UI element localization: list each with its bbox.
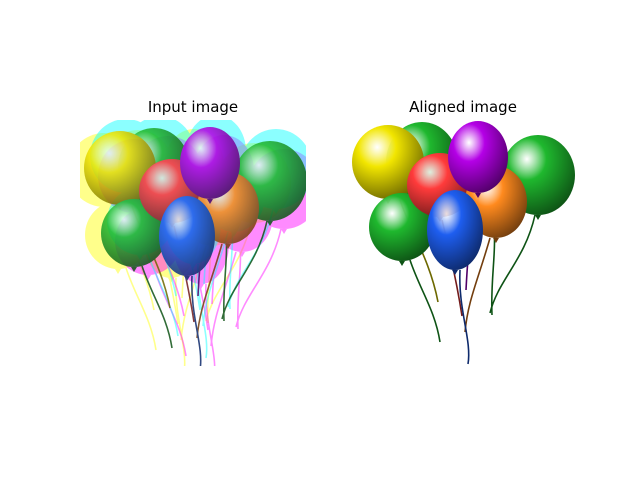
balloon-knot (399, 261, 405, 266)
balloon-purple (180, 127, 240, 199)
balloon-string (210, 251, 237, 347)
balloon-string (197, 263, 208, 359)
balloon-string (196, 243, 223, 339)
balloon-string (147, 253, 179, 337)
balloon-string (205, 222, 252, 322)
balloon-knot (267, 221, 273, 226)
balloon-string (464, 237, 491, 333)
balloon-knot (535, 215, 541, 220)
balloon-yellow (352, 125, 424, 199)
balloon-string (221, 220, 268, 320)
balloon-string (202, 231, 229, 327)
balloon-knot (225, 244, 231, 249)
balloon-knot (115, 269, 121, 274)
balloon-knot (281, 229, 287, 234)
balloon-string (489, 214, 536, 314)
balloon-purple (448, 121, 508, 193)
balloon-string (191, 275, 202, 366)
balloon-string (409, 259, 441, 343)
balloon-string (459, 269, 470, 365)
balloon-knot (475, 193, 481, 198)
balloon-knot (131, 267, 137, 272)
panel-title-input: Input image (147, 98, 239, 116)
balloon-knot (239, 252, 245, 257)
balloon-knot (184, 276, 190, 281)
balloon-knot (452, 270, 458, 275)
balloon-knot (493, 238, 499, 243)
aligned-image (350, 120, 576, 366)
balloon-yellow (84, 131, 156, 205)
balloon-string (125, 267, 157, 351)
balloon-knot (168, 278, 174, 283)
balloon-knot (198, 284, 204, 289)
balloon-string (155, 273, 187, 357)
balloon-blue (427, 190, 483, 270)
balloon-string (235, 228, 282, 328)
balloon-layer-0 (352, 121, 575, 365)
balloon-green (369, 193, 435, 261)
balloon-blue (159, 196, 215, 276)
panel-title-aligned: Aligned image (409, 98, 517, 116)
balloon-green (101, 199, 167, 267)
balloon-string (175, 277, 186, 366)
input-image (80, 120, 306, 366)
balloon-string (141, 265, 173, 349)
balloon-knot (207, 199, 213, 204)
balloon-layer-4 (84, 127, 306, 366)
balloon-knot (101, 207, 107, 212)
